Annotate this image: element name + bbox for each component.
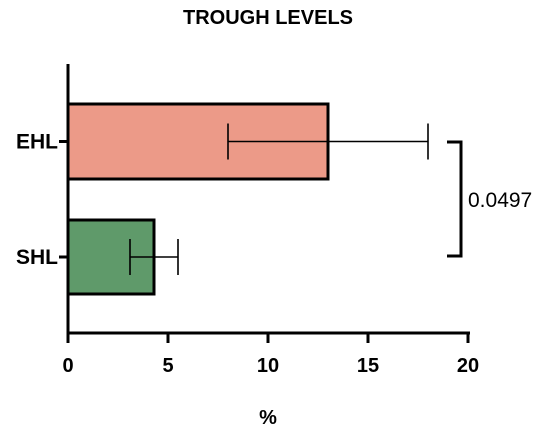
x-tick-label-5: 5 bbox=[162, 355, 173, 377]
x-axis-label: % bbox=[259, 407, 277, 429]
x-tick-label-20: 20 bbox=[457, 355, 479, 377]
p-value-annotation: 0.0497 bbox=[468, 189, 532, 212]
y-tick-label-shl: SHL bbox=[16, 246, 58, 269]
x-tick-label-0: 0 bbox=[62, 355, 73, 377]
significance-bracket bbox=[447, 140, 463, 258]
y-tick-label-ehl: EHL bbox=[16, 131, 58, 154]
x-tick-label-10: 10 bbox=[257, 355, 279, 377]
chart-title: TROUGH LEVELS bbox=[183, 7, 353, 29]
x-tick-label-15: 15 bbox=[357, 355, 379, 377]
